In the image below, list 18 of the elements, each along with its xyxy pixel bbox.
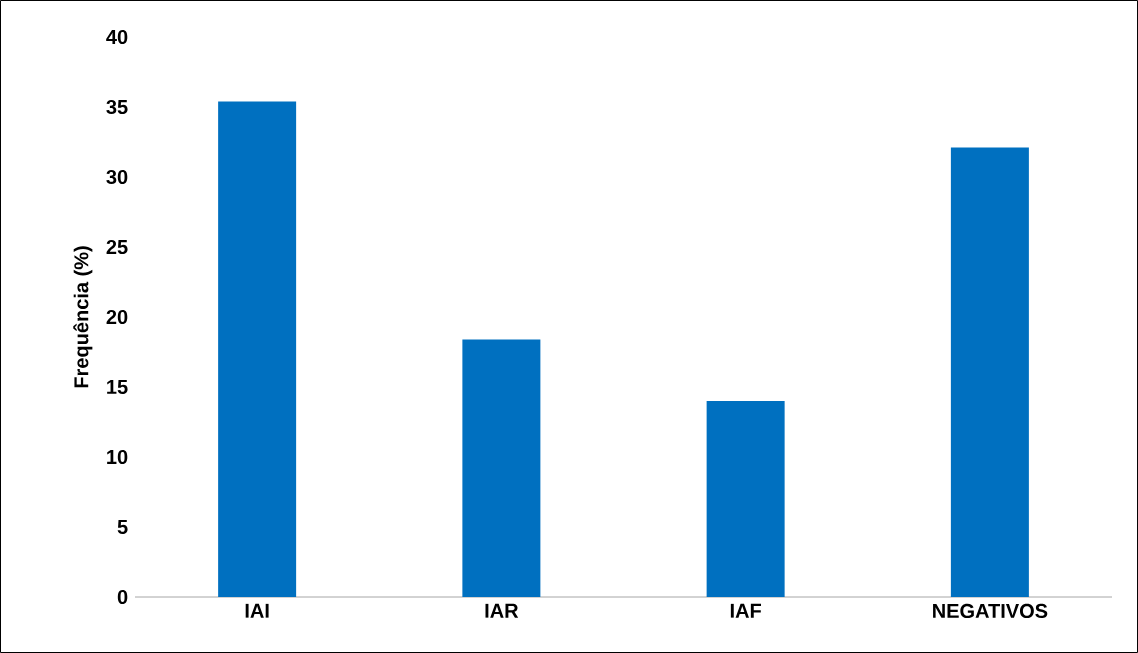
y-axis-title: Frequência (%) xyxy=(73,246,93,388)
y-tick-label: 35 xyxy=(106,99,128,115)
bar xyxy=(950,147,1029,597)
x-tick-label: IAF xyxy=(730,603,762,618)
y-tick-label: 25 xyxy=(106,239,128,255)
y-tick-label: 40 xyxy=(106,29,128,45)
x-tick-label: NEGATIVOS xyxy=(933,603,1048,619)
y-tick-label: 30 xyxy=(106,169,128,185)
y-tick-label: 10 xyxy=(107,449,128,465)
y-tick-label: 5 xyxy=(117,520,128,534)
bar xyxy=(218,101,297,597)
y-tick-label: 15 xyxy=(107,380,128,394)
y-tick-label: 20 xyxy=(106,309,128,325)
bar xyxy=(706,401,785,597)
x-tick-label: IAR xyxy=(485,603,519,618)
x-tick-label: IAI xyxy=(245,603,269,618)
y-tick-label: 0 xyxy=(117,589,128,605)
bar xyxy=(462,339,541,597)
